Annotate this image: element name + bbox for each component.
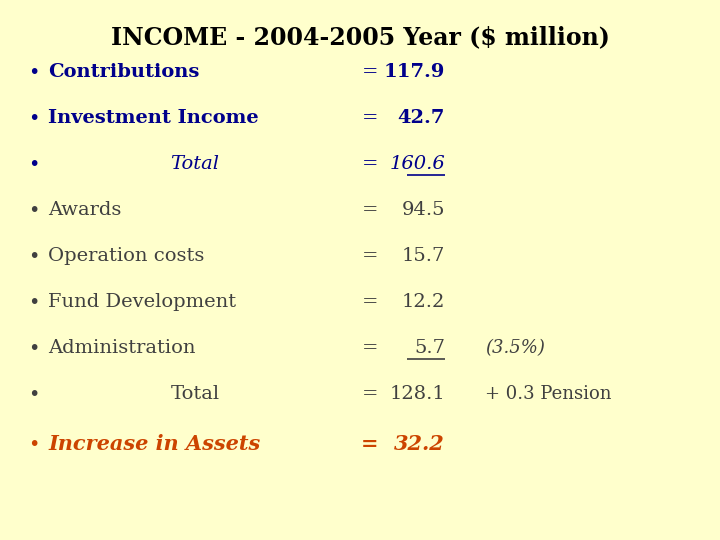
Text: =: = xyxy=(361,155,378,173)
Text: 12.2: 12.2 xyxy=(402,293,445,311)
Text: •: • xyxy=(28,109,40,127)
Text: 117.9: 117.9 xyxy=(384,63,445,81)
Text: •: • xyxy=(28,339,40,357)
Text: (3.5%): (3.5%) xyxy=(485,339,545,357)
Text: =: = xyxy=(361,109,378,127)
Text: Operation costs: Operation costs xyxy=(48,247,204,265)
Text: Increase in Assets: Increase in Assets xyxy=(48,434,260,454)
Text: INCOME - 2004-2005 Year ($ million): INCOME - 2004-2005 Year ($ million) xyxy=(111,25,609,49)
Text: =: = xyxy=(361,201,378,219)
Text: 94.5: 94.5 xyxy=(402,201,445,219)
Text: Fund Development: Fund Development xyxy=(48,293,236,311)
Text: •: • xyxy=(28,63,40,82)
Text: =: = xyxy=(361,63,378,81)
Text: •: • xyxy=(28,384,40,403)
Text: •: • xyxy=(28,200,40,219)
Text: Total: Total xyxy=(171,385,220,403)
Text: + 0.3 Pension: + 0.3 Pension xyxy=(485,385,611,403)
Text: =: = xyxy=(361,385,378,403)
Text: Total: Total xyxy=(171,155,220,173)
Text: 42.7: 42.7 xyxy=(397,109,445,127)
Text: •: • xyxy=(28,154,40,173)
Text: =: = xyxy=(361,293,378,311)
Text: 160.6: 160.6 xyxy=(390,155,445,173)
Text: Awards: Awards xyxy=(48,201,122,219)
Text: Investment Income: Investment Income xyxy=(48,109,258,127)
Text: 128.1: 128.1 xyxy=(390,385,445,403)
Text: Contributions: Contributions xyxy=(48,63,199,81)
Text: •: • xyxy=(28,246,40,266)
Text: =: = xyxy=(361,434,379,454)
Text: =: = xyxy=(361,339,378,357)
Text: 15.7: 15.7 xyxy=(402,247,445,265)
Text: 32.2: 32.2 xyxy=(395,434,445,454)
Text: 5.7: 5.7 xyxy=(414,339,445,357)
Text: •: • xyxy=(28,293,40,312)
Text: Administration: Administration xyxy=(48,339,196,357)
Text: =: = xyxy=(361,247,378,265)
Text: •: • xyxy=(28,435,40,454)
